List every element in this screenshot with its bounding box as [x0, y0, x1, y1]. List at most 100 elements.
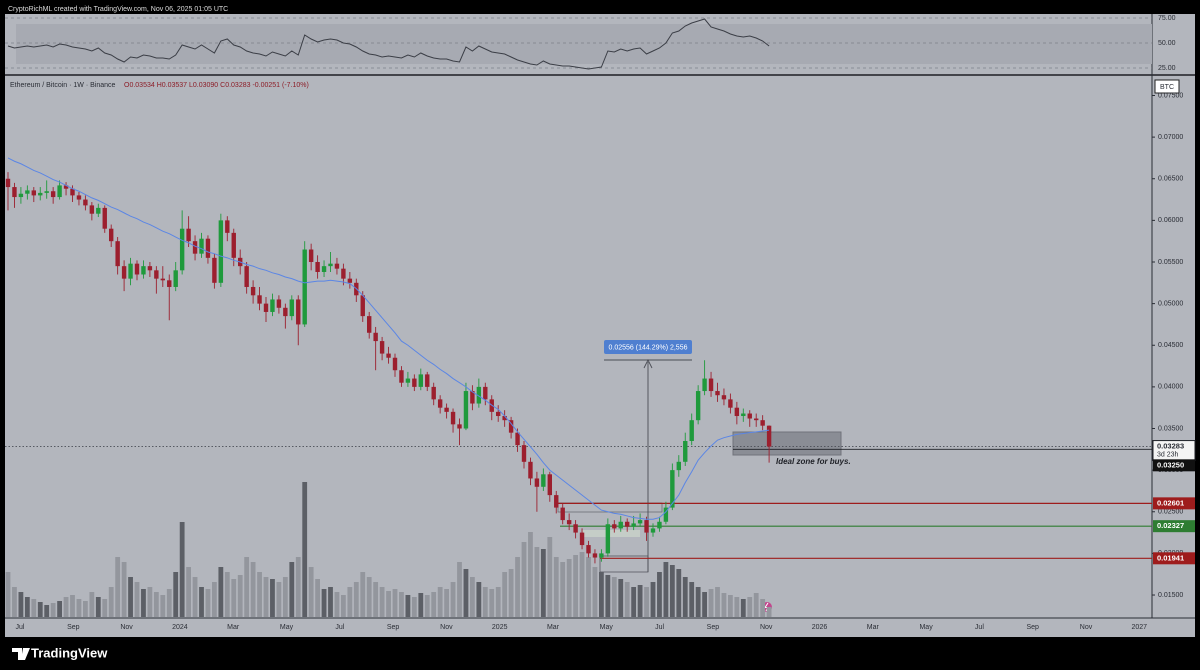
- candle-body: [367, 316, 372, 333]
- y-tick-label: 0.02500: [1158, 509, 1183, 516]
- candle-body: [734, 407, 740, 417]
- x-tick-label: Sep: [67, 624, 80, 631]
- candle-body: [741, 413, 746, 417]
- volume-bar: [83, 601, 88, 617]
- volume-bar: [766, 607, 772, 617]
- candle-body: [663, 507, 669, 522]
- volume-bar: [366, 577, 372, 617]
- volume-bar: [618, 579, 624, 617]
- volume-bar: [386, 591, 391, 617]
- volume-bar: [37, 602, 43, 617]
- candle-body: [141, 266, 146, 275]
- candle-body: [605, 524, 611, 554]
- price-level-label-box: [1153, 497, 1195, 510]
- candle-body: [321, 266, 327, 272]
- volume-bar: [315, 579, 320, 617]
- volume-bar: [115, 557, 121, 617]
- volume-bar: [508, 569, 514, 617]
- volume-bar: [624, 582, 630, 617]
- volume-bar: [586, 557, 591, 617]
- candle-body: [631, 523, 636, 527]
- x-tick-label: 2026: [812, 624, 828, 631]
- volume-bar: [695, 587, 701, 617]
- volume-bar: [179, 522, 185, 617]
- candle-body: [12, 187, 17, 198]
- volume-bar: [50, 603, 56, 617]
- volume-bar: [682, 577, 688, 617]
- candle-body: [721, 395, 727, 400]
- candle-body: [618, 521, 623, 529]
- y-tick-label: 0.05000: [1158, 300, 1183, 307]
- candle-body: [412, 378, 417, 387]
- volume-bar: [334, 592, 340, 617]
- volume-bar: [44, 605, 50, 617]
- candle-body: [470, 391, 475, 404]
- candle-body: [579, 532, 585, 546]
- candle-body: [315, 261, 320, 272]
- candle-body: [508, 420, 514, 433]
- volume-bar: [592, 567, 598, 617]
- candle-body: [257, 295, 262, 304]
- volume-bar: [663, 562, 669, 617]
- zone-label: Ideal zone for buys.: [776, 457, 851, 466]
- volume-bar: [141, 589, 146, 617]
- volume-bar: [166, 589, 172, 617]
- volume-bar: [160, 595, 166, 617]
- candle-body: [96, 207, 101, 214]
- y-tick-label: 0.07500: [1158, 92, 1183, 99]
- candle-body: [695, 391, 701, 421]
- candle-body: [115, 241, 120, 267]
- volume-bar: [579, 552, 585, 617]
- candle-body: [547, 474, 552, 496]
- candle-body: [167, 280, 172, 287]
- candle-body: [689, 420, 694, 441]
- candle-body: [425, 374, 430, 387]
- candle-body: [308, 249, 314, 262]
- candle-body: [457, 424, 462, 429]
- candle-body: [173, 270, 178, 287]
- current-price-label: 0.03283: [1157, 442, 1184, 451]
- volume-bar: [599, 572, 604, 617]
- x-tick-label: Jul: [975, 624, 984, 631]
- y-tick-label: 0.04000: [1158, 384, 1183, 391]
- volume-bar: [637, 585, 643, 617]
- volume-bar: [528, 532, 533, 617]
- x-tick-label: 2024: [172, 624, 188, 631]
- volume-bar: [605, 575, 611, 617]
- volume-bar: [411, 597, 417, 617]
- candle-body: [302, 249, 307, 325]
- candle-body: [683, 440, 688, 462]
- candle-body: [657, 521, 662, 529]
- volume-bar: [250, 562, 256, 617]
- candle-body: [399, 370, 404, 383]
- candle-body: [38, 192, 43, 196]
- candle-body: [644, 520, 649, 533]
- x-tick-label: Jul: [335, 624, 344, 631]
- candle-body: [573, 524, 578, 533]
- volume-bar: [95, 597, 101, 617]
- volume-bar: [218, 567, 224, 617]
- volume-bar: [747, 597, 753, 617]
- candle-body: [444, 407, 449, 412]
- rsi-tick-label: 75.00: [1158, 15, 1176, 22]
- x-tick-label: Jul: [655, 624, 664, 631]
- volume-bar: [502, 572, 508, 617]
- y-tick-label: 0.06500: [1158, 176, 1183, 183]
- volume-bar: [199, 587, 204, 617]
- volume-bar: [740, 599, 746, 617]
- price-level-label-box: [1153, 520, 1195, 533]
- volume-bar: [282, 577, 288, 617]
- range-box: [582, 530, 640, 537]
- volume-bar: [689, 582, 695, 617]
- candle-body: [760, 420, 765, 426]
- candle-body: [418, 374, 423, 387]
- candle-body: [70, 188, 75, 196]
- price-level-label-box: [1153, 552, 1195, 565]
- candle-body: [5, 178, 11, 188]
- candle-body: [650, 528, 656, 533]
- candle-body: [31, 190, 36, 196]
- moving-average: [7, 157, 770, 520]
- x-tick-label: Mar: [867, 624, 880, 631]
- volume-bar: [728, 595, 733, 617]
